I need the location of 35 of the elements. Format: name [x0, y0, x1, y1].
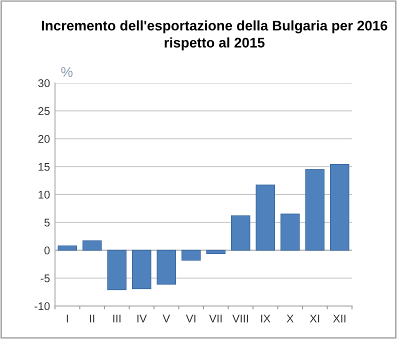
- x-tick-label: IX: [261, 314, 270, 322]
- y-tick-label: 20: [38, 135, 50, 143]
- bar: [132, 250, 152, 290]
- bar: [206, 250, 226, 254]
- bar: [107, 250, 127, 290]
- bar: [58, 245, 78, 251]
- x-tick-label: III: [113, 314, 120, 322]
- x-tick-label: II: [90, 314, 94, 322]
- y-tick-label: 30: [38, 79, 50, 88]
- y-tick-label: 10: [38, 190, 50, 199]
- bar: [280, 214, 300, 251]
- y-tick-label: 0: [44, 246, 50, 254]
- x-tick-label: XII: [333, 314, 346, 322]
- y-tick-label: -10: [34, 302, 50, 310]
- bar: [330, 164, 350, 251]
- x-tick-label: X: [286, 314, 294, 322]
- bar: [256, 184, 276, 251]
- y-tick-label: 25: [38, 107, 50, 116]
- y-tick-label: 15: [38, 163, 50, 171]
- bar: [230, 215, 250, 251]
- x-tick-label: I: [66, 314, 68, 322]
- x-tick-label: IV: [137, 314, 147, 322]
- y-tick-label: 5: [44, 218, 50, 227]
- x-tick-label: VI: [186, 314, 196, 322]
- bar: [181, 250, 201, 261]
- chart-title: Incremento dell'esportazione della Bulgaria per 2016 rispetto al 2015: [42, 20, 388, 50]
- y-tick-label: -5: [40, 274, 50, 282]
- bar: [82, 240, 102, 251]
- y-axis-title: %: [61, 67, 73, 77]
- x-tick-label: VIII: [232, 314, 248, 322]
- x-tick-label: XI: [310, 314, 320, 322]
- x-tick-label: VII: [209, 314, 222, 322]
- x-tick-label: V: [162, 314, 170, 322]
- bar: [305, 169, 325, 251]
- bar: [156, 250, 176, 285]
